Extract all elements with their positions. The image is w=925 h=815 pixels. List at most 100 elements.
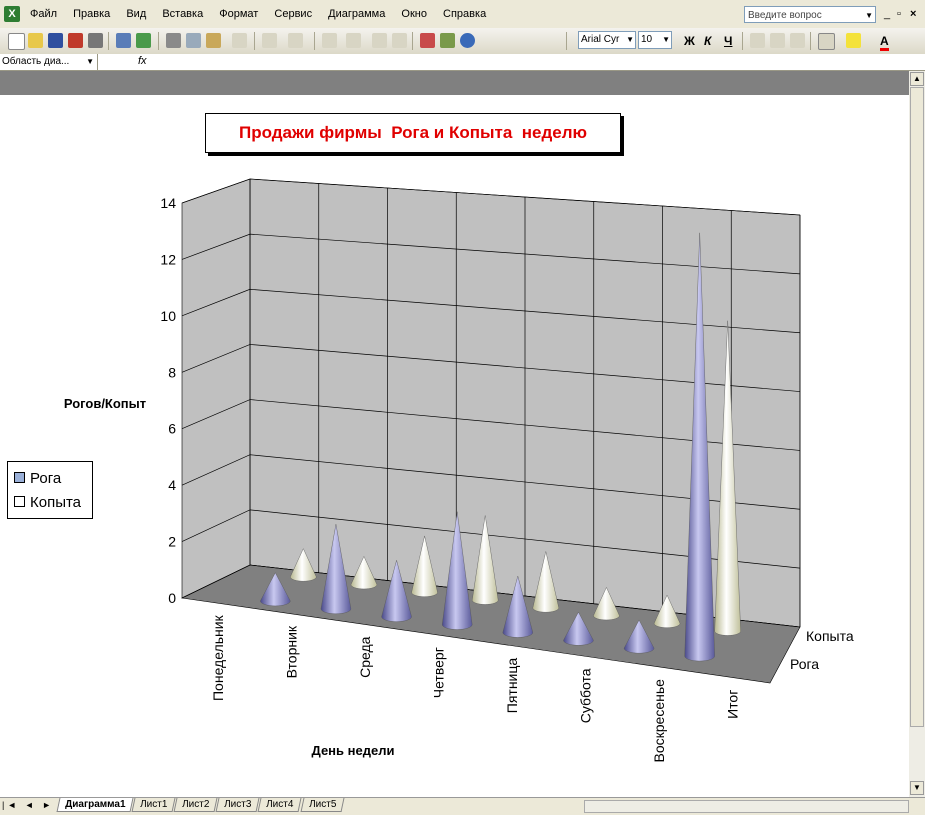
copy-icon[interactable] <box>186 33 201 48</box>
separator <box>254 32 255 50</box>
y-tick-label: 2 <box>168 534 176 550</box>
legend-item-kopyta[interactable]: Копыта <box>14 494 81 511</box>
dropdown-arrow-icon[interactable]: ▼ <box>865 11 873 20</box>
underline-button[interactable]: Ч <box>724 34 733 48</box>
tab-navigation-icons[interactable]: |◄ ◄ ► ►| <box>2 800 77 810</box>
cone-kopyta <box>290 548 317 582</box>
y-tick-label: 6 <box>168 421 176 437</box>
side-wall <box>181 178 251 599</box>
redo-icon[interactable] <box>288 33 303 48</box>
name-box[interactable]: Область диа... ▼ <box>0 54 98 70</box>
cone-roga <box>502 575 534 638</box>
menu-format[interactable]: Формат <box>219 8 259 20</box>
x-tick-label: Четверг <box>430 647 446 698</box>
vertical-scrollbar[interactable]: ▲ ▼ <box>909 71 925 797</box>
open-icon[interactable] <box>28 33 43 48</box>
chevron-down-icon[interactable]: ▼ <box>86 57 94 66</box>
cone-roga <box>563 611 594 646</box>
y-tick-label: 4 <box>168 477 176 493</box>
x-tick-label: Среда <box>357 636 373 678</box>
menu-items: Файл Правка Вид Вставка Формат Сервис Ди… <box>30 8 499 20</box>
cone-roga <box>381 559 412 622</box>
format-painter-icon[interactable] <box>232 33 247 48</box>
menu-help[interactable]: Справка <box>443 8 487 20</box>
tab-diagram1[interactable]: Диаграмма1 <box>56 798 134 812</box>
hyperlink-icon[interactable] <box>322 33 337 48</box>
ask-question-box[interactable]: Введите вопрос ▼ <box>744 6 876 23</box>
y-axis-label: Рогов/Копыт <box>64 396 146 411</box>
x-tick-label: Итог <box>724 690 740 719</box>
function-icon[interactable]: fx <box>138 55 147 67</box>
help-icon[interactable] <box>460 33 475 48</box>
x-axis-label: День недели <box>312 743 395 758</box>
chart-sheet-margin <box>0 71 909 95</box>
chart-title[interactable]: Продажи фирмы Рога и Копыта неделю <box>205 113 621 153</box>
restore-icon[interactable]: ▫ <box>897 8 901 20</box>
fill-color-icon[interactable] <box>846 33 861 48</box>
sort-descending-icon[interactable] <box>392 33 407 48</box>
new-icon[interactable] <box>8 33 25 50</box>
align-center-icon[interactable] <box>770 33 785 48</box>
sheet-tab-bar: |◄ ◄ ► ►| Диаграмма1 Лист1 Лист2 Лист3 Л… <box>0 797 925 815</box>
legend[interactable]: Рога Копыта <box>7 461 93 519</box>
series-axis-label: Копыта <box>806 628 854 644</box>
close-icon[interactable]: × <box>910 8 917 20</box>
x-tick-label: Пятница <box>504 658 520 714</box>
cone-kopyta <box>653 594 681 628</box>
excel-icon[interactable]: X <box>4 6 20 22</box>
spelling-icon[interactable] <box>136 33 151 48</box>
save-icon[interactable] <box>48 33 63 48</box>
chevron-down-icon[interactable]: ▼ <box>626 35 634 44</box>
italic-button[interactable]: К <box>704 34 712 48</box>
legend-label: Копыта <box>30 494 82 511</box>
legend-label: Рога <box>30 470 62 487</box>
separator <box>810 32 811 50</box>
cone-kopyta <box>714 320 741 636</box>
align-right-icon[interactable] <box>790 33 805 48</box>
horizontal-scrollbar[interactable] <box>584 800 909 813</box>
menu-insert[interactable]: Вставка <box>162 8 204 20</box>
tab-sheet2[interactable]: Лист2 <box>173 798 219 812</box>
font-name-value: Arial Cyr <box>581 34 620 45</box>
font-size-select[interactable]: 10 ▼ <box>638 31 672 49</box>
chevron-down-icon[interactable]: ▼ <box>662 35 670 44</box>
chart-area[interactable]: 0 2 4 6 8 10 12 14 Рогов/Копыт День недели Понедел… <box>0 95 909 797</box>
menu-file[interactable]: Файл <box>30 8 58 20</box>
cone-kopyta <box>532 551 560 613</box>
legend-item-roga[interactable]: Рога <box>14 470 61 487</box>
font-color-button[interactable]: А <box>880 34 889 51</box>
paste-icon[interactable] <box>206 33 221 48</box>
menu-window[interactable]: Окно <box>401 8 427 20</box>
scroll-up-icon[interactable]: ▲ <box>910 72 924 86</box>
cone-kopyta <box>593 586 620 621</box>
tab-sheet5[interactable]: Лист5 <box>300 798 345 812</box>
minimize-icon[interactable]: _ <box>884 8 891 20</box>
menu-chart[interactable]: Диаграмма <box>328 8 386 20</box>
chart-wizard-icon[interactable] <box>420 33 435 48</box>
tab-sheet3[interactable]: Лист3 <box>215 798 261 812</box>
separator <box>566 32 567 50</box>
borders-icon[interactable] <box>818 33 835 50</box>
y-tick-label: 8 <box>168 364 176 380</box>
undo-icon[interactable] <box>262 33 277 48</box>
cut-icon[interactable] <box>166 33 181 48</box>
menu-tools[interactable]: Сервис <box>274 8 313 20</box>
chart-svg[interactable]: 0 2 4 6 8 10 12 14 Рогов/Копыт День недели Понедел… <box>0 95 909 797</box>
align-left-icon[interactable] <box>750 33 765 48</box>
menu-view[interactable]: Вид <box>126 8 147 20</box>
sort-ascending-icon[interactable] <box>372 33 387 48</box>
menu-edit[interactable]: Правка <box>73 8 111 20</box>
tab-sheet1[interactable]: Лист1 <box>131 798 177 812</box>
font-name-select[interactable]: Arial Cyr ▼ <box>578 31 636 49</box>
tab-sheet4[interactable]: Лист4 <box>257 798 303 812</box>
cone-kopyta <box>471 515 499 605</box>
bold-button[interactable]: Ж <box>684 34 695 48</box>
autosum-icon[interactable] <box>346 33 361 48</box>
name-box-value: Область диа... <box>2 56 70 67</box>
drawing-icon[interactable] <box>440 33 455 48</box>
permission-icon[interactable] <box>68 33 83 48</box>
scroll-down-icon[interactable]: ▼ <box>910 781 924 795</box>
print-icon[interactable] <box>88 33 103 48</box>
scroll-thumb[interactable] <box>910 87 924 727</box>
preview-icon[interactable] <box>116 33 131 48</box>
